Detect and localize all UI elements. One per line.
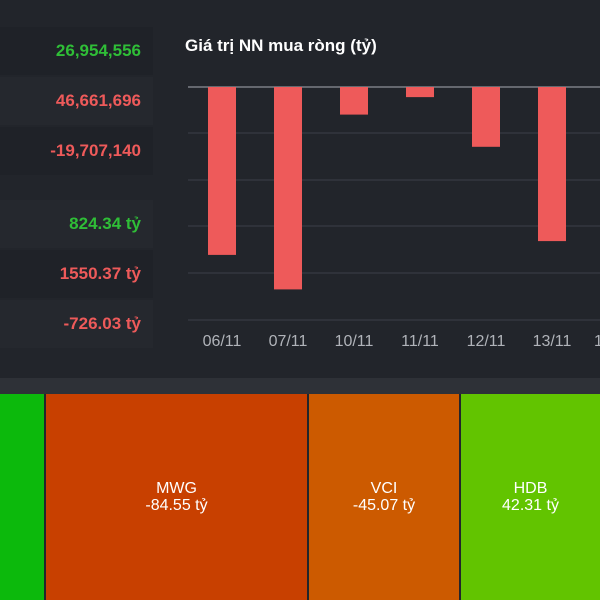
x-tick-label: 12/11 xyxy=(467,333,506,350)
bar-06-11 xyxy=(208,87,236,255)
bar-10-11 xyxy=(340,87,368,115)
bar-12-11 xyxy=(472,87,500,147)
tile-ticker: VCI xyxy=(370,480,398,497)
x-tick-label: 10/11 xyxy=(335,333,374,350)
bar-13-11 xyxy=(538,87,566,242)
tile-value: -84.55 tỷ xyxy=(145,497,208,514)
chart-title: Giá trị NN mua ròng (tỷ) xyxy=(185,36,377,55)
x-tick-label: 11/11 xyxy=(401,333,439,350)
stat-value: -726.03 tỷ xyxy=(63,314,142,333)
treemap-tile-hdb[interactable]: HDB 42.31 tỷ xyxy=(461,394,600,600)
x-tick-label: 13/11 xyxy=(533,333,572,350)
bar-11-11 xyxy=(406,87,434,98)
tile-value: -45.07 tỷ xyxy=(352,497,416,514)
x-tick-label: 07/11 xyxy=(269,333,308,350)
stat-row: 46,661,696 xyxy=(0,77,153,125)
x-tick-label-cutoff: 1 xyxy=(594,333,600,350)
stat-value: 824.34 tỷ xyxy=(69,214,141,233)
stat-value: -19,707,140 xyxy=(50,141,141,160)
treemap: MWG -84.55 tỷ VCI -45.07 tỷ HDB 42.31 tỷ xyxy=(0,394,600,600)
section-divider xyxy=(0,378,600,394)
treemap-tile-vci[interactable]: VCI -45.07 tỷ xyxy=(309,394,459,600)
stat-value: 46,661,696 xyxy=(55,91,141,110)
net-foreign-buying-chart: 06/11 07/11 10/11 11/11 12/11 13/11 1 xyxy=(188,86,600,350)
tile-ticker: HDB xyxy=(513,480,548,497)
stat-value: 1550.37 tỷ xyxy=(59,264,141,283)
treemap-tile-mwg[interactable]: MWG -84.55 tỷ xyxy=(46,394,307,600)
stat-row: 824.34 tỷ xyxy=(0,200,153,248)
stat-row: 26,954,556 xyxy=(0,27,153,75)
stat-value: 26,954,556 xyxy=(55,41,141,60)
bar-07-11 xyxy=(274,87,302,290)
stat-row: -19,707,140 xyxy=(0,127,153,175)
tile-value: 42.31 tỷ xyxy=(502,497,559,514)
x-tick-label: 06/11 xyxy=(203,333,242,350)
tile-ticker: MWG xyxy=(156,480,197,497)
treemap-tile[interactable] xyxy=(0,394,44,600)
stat-row: 1550.37 tỷ xyxy=(0,250,153,298)
stat-row: -726.03 tỷ xyxy=(0,300,153,348)
